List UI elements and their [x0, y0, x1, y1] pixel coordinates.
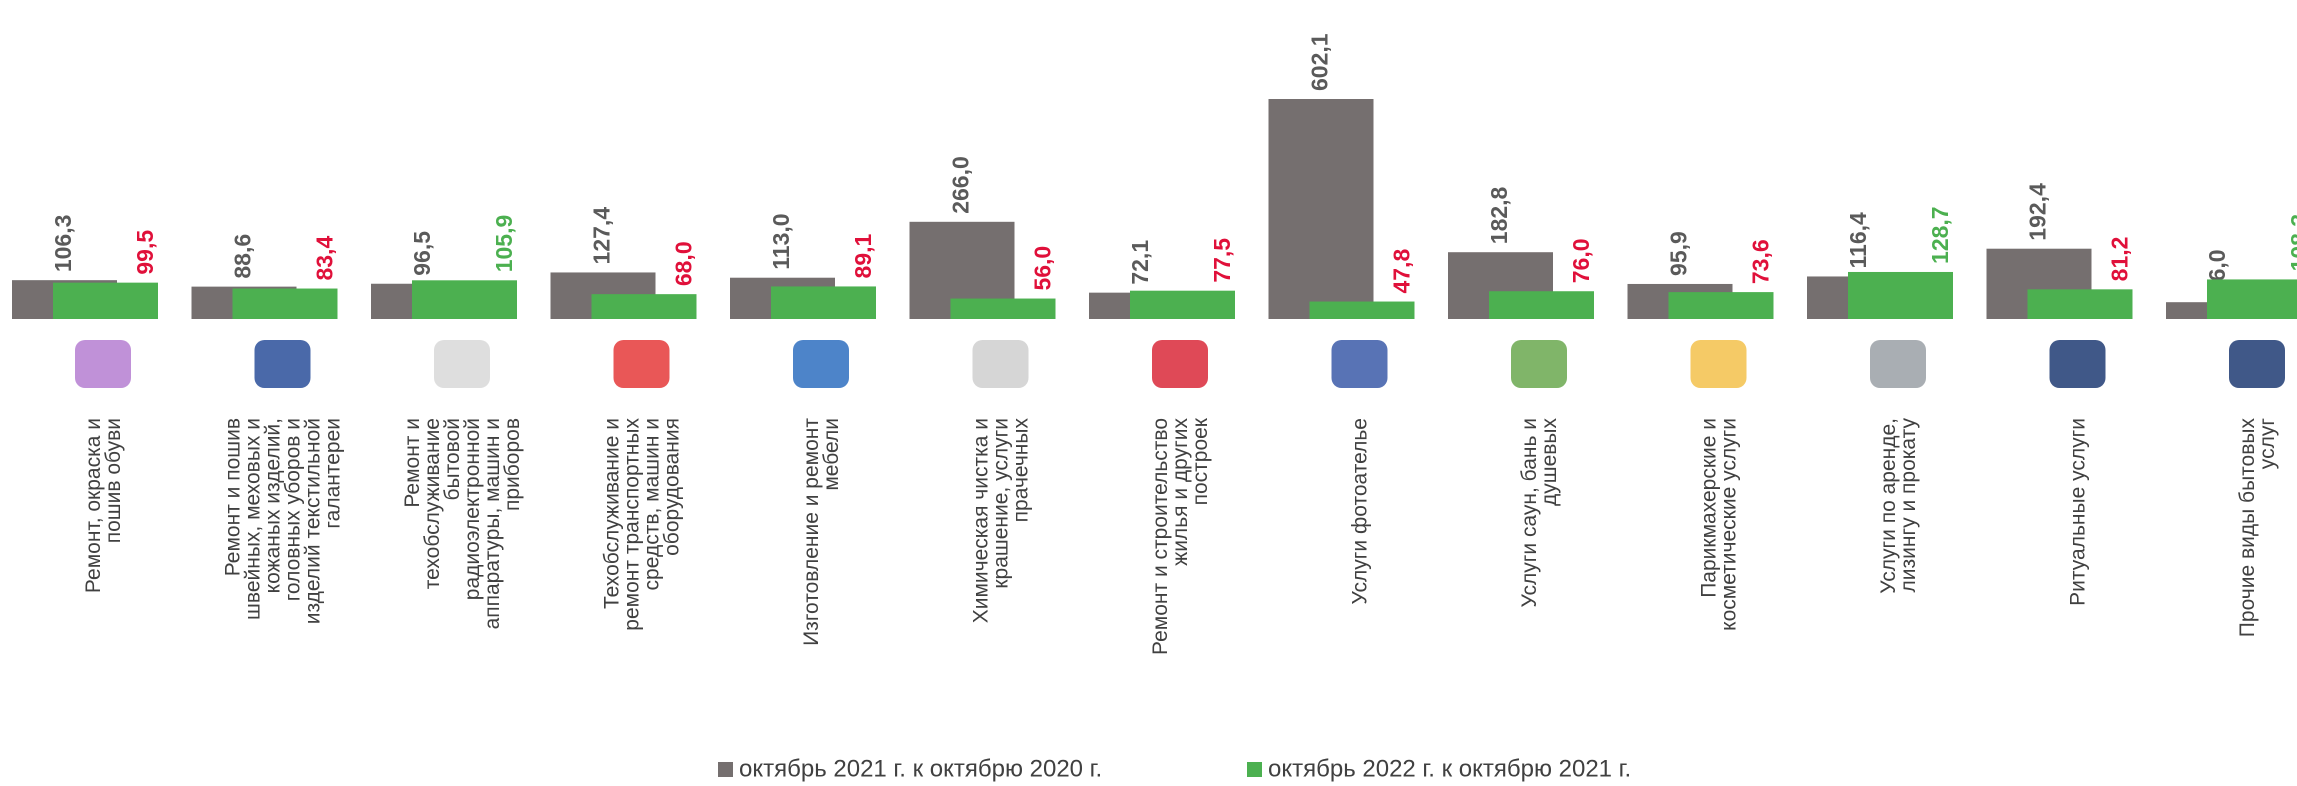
value-label: 88,6 [230, 234, 256, 279]
category-label: Ритуальные услуги [2067, 418, 2090, 606]
value-label: 116,4 [1845, 212, 1871, 268]
value-label: 105,9 [491, 215, 517, 273]
value-label: 96,5 [409, 231, 435, 276]
bar [412, 280, 517, 319]
value-label: 192,4 [2025, 183, 2051, 241]
value-label: 73,6 [1748, 239, 1774, 284]
value-label: 76,0 [1568, 238, 1594, 283]
category-label: Изготовление и ремонтмебели [800, 418, 843, 646]
bar [1669, 292, 1774, 319]
value-label: 128,7 [1927, 206, 1953, 264]
bar [951, 299, 1056, 319]
category-label: Ремонт, окраска ипошив обуви [82, 418, 125, 593]
icon [1691, 340, 1747, 388]
value-label: 99,5 [132, 230, 158, 275]
legend-label: октябрь 2022 г. к октябрю 2021 г. [1268, 755, 1631, 782]
icon [1152, 340, 1208, 388]
bar [1310, 302, 1415, 319]
bar [592, 294, 697, 319]
category-label: Прочие виды бытовыхуслуг [2236, 418, 2279, 638]
category-label: Ремонт итехобслуживаниебытовойрадиоэлект… [401, 418, 524, 629]
legend-swatch [1247, 762, 1262, 777]
bar [1130, 291, 1235, 319]
value-label: 77,5 [1209, 238, 1235, 283]
category-label: Парикмахерские икосметические услуги [1698, 418, 1741, 631]
icon [1511, 340, 1567, 388]
icon [1870, 340, 1926, 388]
value-label: 182,8 [1486, 186, 1512, 244]
bar [771, 286, 876, 319]
value-label: 47,8 [1389, 249, 1415, 294]
category-label: Услуги саун, бань идушевых [1518, 418, 1561, 608]
value-label: 127,4 [589, 207, 615, 265]
value-label: 68,0 [671, 241, 697, 286]
value-label: 89,1 [850, 233, 876, 278]
value-label: 95,9 [1666, 231, 1692, 276]
icon [2050, 340, 2106, 388]
value-label: 83,4 [312, 236, 338, 281]
category-label: Ремонт и строительствожилья и другихпост… [1149, 417, 1212, 655]
legend-swatch [718, 762, 733, 777]
chart: 106,3 99,5 Ремонт, окраска ипошив обуви 88,… [0, 0, 2297, 786]
value-label: 81,2 [2107, 237, 2133, 282]
bar [233, 289, 338, 319]
value-label: 108,3 [2286, 214, 2297, 272]
legend-label: октябрь 2021 г. к октябрю 2020 г. [739, 755, 1102, 782]
bar [1848, 272, 1953, 319]
value-label: 72,1 [1127, 240, 1153, 285]
icon [973, 340, 1029, 388]
bar [53, 283, 158, 319]
icon [255, 340, 311, 388]
category-label: Услуги по аренде,лизингу и прокату [1877, 418, 1920, 594]
bar [1489, 291, 1594, 319]
icon [793, 340, 849, 388]
icon [2229, 340, 2285, 388]
icon [434, 340, 490, 388]
bar [1269, 99, 1374, 319]
category-label: Услуги фотоателье [1349, 418, 1372, 604]
value-label: 602,1 [1307, 33, 1333, 91]
category-label: Химическая чистка икрашение, услугипраче… [970, 418, 1033, 624]
icon [614, 340, 670, 388]
icon [75, 340, 131, 388]
category-label: Ремонт и пошившвейных, меховых икожаных … [222, 418, 345, 624]
page: 106,3 99,5 Ремонт, окраска ипошив обуви 88,… [0, 0, 2297, 786]
value-label: 56,0 [1030, 246, 1056, 291]
bar [2207, 279, 2297, 319]
bar [2028, 289, 2133, 319]
category-label: Техобслуживание иремонт транспортныхсред… [601, 418, 684, 631]
value-label: 106,3 [50, 215, 76, 273]
icon [1332, 340, 1388, 388]
value-label: 113,0 [768, 213, 794, 269]
value-label: 266,0 [948, 156, 974, 214]
